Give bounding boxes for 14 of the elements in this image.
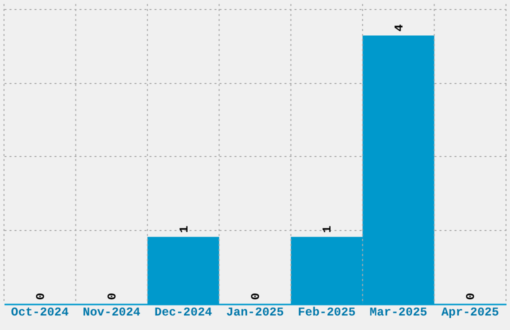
data-label: 0 xyxy=(464,292,478,300)
data-label: 1 xyxy=(177,226,192,233)
x-tick-label: Jan-2025 xyxy=(226,306,284,320)
data-label: 0 xyxy=(106,292,120,300)
data-label: 0 xyxy=(34,292,48,300)
data-label: 0 xyxy=(249,292,263,300)
x-tick-label: Oct-2024 xyxy=(11,306,69,320)
data-label: 1 xyxy=(320,226,335,233)
data-label: 4 xyxy=(392,24,406,32)
x-tick-label: Feb-2025 xyxy=(298,306,356,320)
x-tick-label: Mar-2025 xyxy=(370,306,428,320)
x-tick-label: Dec-2024 xyxy=(154,306,212,320)
x-tick-label: Apr-2025 xyxy=(441,306,499,320)
x-tick-label: Nov-2024 xyxy=(82,306,140,320)
